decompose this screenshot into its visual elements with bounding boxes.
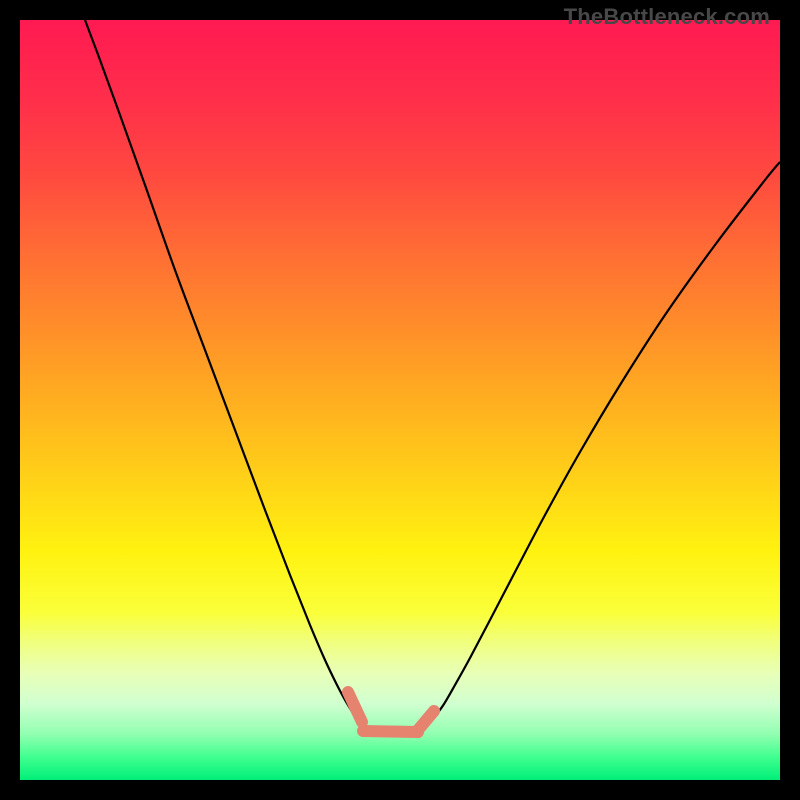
watermark-text: TheBottleneck.com <box>564 4 770 30</box>
chart-frame <box>0 0 800 800</box>
